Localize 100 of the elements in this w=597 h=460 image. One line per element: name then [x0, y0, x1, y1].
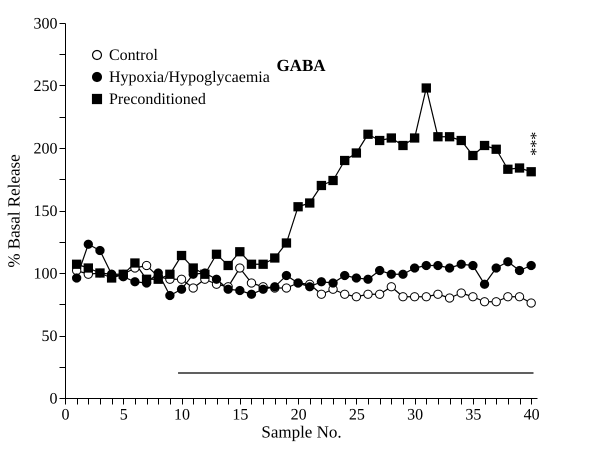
point [410, 292, 420, 302]
x-tick-label: 25 [348, 406, 365, 424]
point [526, 298, 536, 308]
point [316, 180, 326, 190]
x-axis-title: Sample No. [261, 422, 342, 442]
point [422, 292, 431, 302]
x-tick-label: 20 [290, 406, 307, 424]
point [468, 260, 478, 270]
x-tick-label: 35 [465, 406, 482, 424]
point [352, 273, 362, 283]
point [386, 282, 396, 292]
point [282, 270, 292, 280]
point [176, 284, 186, 294]
point [316, 277, 326, 286]
y-tick-label: 200 [34, 140, 58, 158]
point [352, 148, 362, 158]
point [235, 286, 244, 296]
point [456, 260, 466, 269]
point [444, 132, 454, 142]
point [305, 282, 314, 292]
x-tick-label: 5 [120, 406, 128, 424]
point [363, 130, 373, 139]
point [374, 136, 384, 146]
point [165, 270, 175, 279]
point [293, 202, 303, 212]
point [223, 284, 233, 294]
point [422, 260, 431, 270]
point [492, 144, 501, 154]
point [176, 250, 186, 260]
point [258, 260, 268, 269]
point [246, 290, 256, 299]
point [72, 260, 82, 269]
point [235, 247, 244, 256]
point [258, 284, 268, 294]
point [514, 266, 524, 276]
point [246, 278, 256, 288]
point [130, 258, 140, 268]
point [176, 274, 186, 284]
text: GABA [276, 56, 326, 75]
point [282, 238, 292, 248]
point [492, 297, 501, 306]
y-axis-title: % Basal Release [4, 154, 24, 268]
y-tick-label: 50 [42, 328, 58, 345]
point [282, 283, 292, 293]
point [188, 263, 198, 273]
point [340, 270, 350, 280]
legend-label: Control [109, 47, 158, 64]
point [142, 274, 152, 284]
y-tick-label: 300 [34, 16, 58, 32]
point [480, 140, 490, 150]
point [526, 260, 536, 270]
point [526, 167, 536, 176]
point [305, 198, 314, 208]
point [386, 270, 396, 279]
point [223, 260, 233, 270]
point [514, 292, 524, 302]
point [468, 292, 478, 302]
point [444, 293, 454, 303]
point [188, 283, 198, 293]
point [352, 292, 362, 302]
point [456, 288, 466, 298]
point [386, 133, 396, 143]
point [433, 260, 443, 270]
point [444, 263, 454, 273]
point [130, 277, 140, 286]
point [316, 290, 326, 299]
point [398, 140, 408, 150]
point [468, 150, 478, 160]
point [398, 270, 408, 279]
point [95, 246, 105, 256]
point [374, 290, 384, 299]
y-tick-label: 100 [34, 266, 58, 282]
point [270, 253, 280, 263]
x-tick-label: 30 [407, 406, 424, 424]
y-tick-label: 250 [34, 78, 58, 95]
point [340, 156, 350, 166]
point [514, 163, 524, 173]
point [410, 133, 420, 143]
point [328, 176, 338, 186]
point [363, 290, 373, 299]
point [503, 292, 513, 302]
point [398, 292, 408, 302]
point [410, 263, 420, 273]
point [480, 297, 490, 306]
point [212, 274, 222, 284]
point [422, 83, 431, 93]
point [235, 263, 244, 273]
point [84, 240, 93, 249]
y-tick-label: 150 [34, 203, 58, 220]
point [246, 260, 256, 269]
point [433, 132, 443, 142]
y-tick-label: 0 [50, 390, 58, 408]
point [212, 250, 222, 259]
point [328, 278, 338, 288]
point [503, 164, 513, 174]
point [154, 274, 163, 284]
point [165, 290, 175, 300]
point [142, 260, 152, 270]
point [492, 263, 501, 273]
point [433, 290, 443, 299]
